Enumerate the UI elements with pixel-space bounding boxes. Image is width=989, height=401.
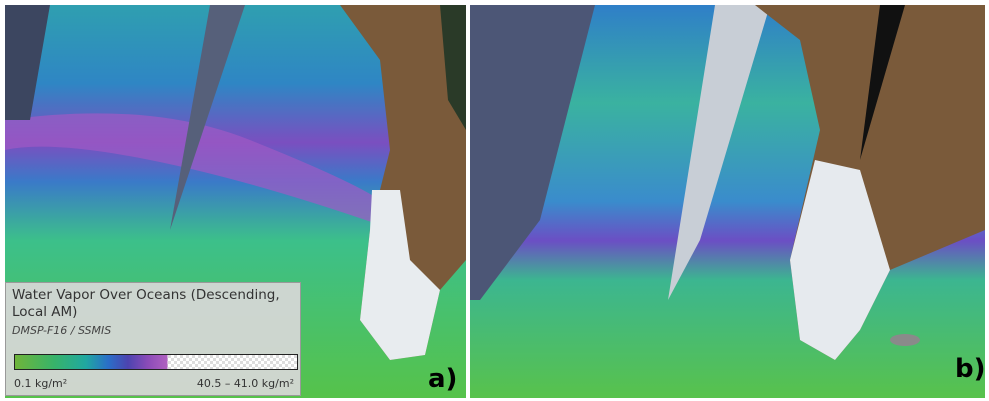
- panel-label: b): [955, 354, 986, 384]
- legend: Water Vapor Over Oceans (Descending, Loc…: [5, 282, 301, 396]
- panel-label: a): [428, 364, 457, 394]
- colorbar: [14, 354, 298, 370]
- page: Water Vapor Over Oceans (Descending, Loc…: [0, 0, 989, 401]
- colorbar-max-label: 40.5 – 41.0 kg/m²: [197, 377, 294, 390]
- legend-title: Water Vapor Over Oceans (Descending, Loc…: [12, 287, 302, 321]
- legend-subtitle: DMSP-F16 / SSMIS: [12, 324, 294, 337]
- colorbar-min-label: 0.1 kg/m²: [14, 377, 67, 390]
- panel-b: [470, 5, 985, 398]
